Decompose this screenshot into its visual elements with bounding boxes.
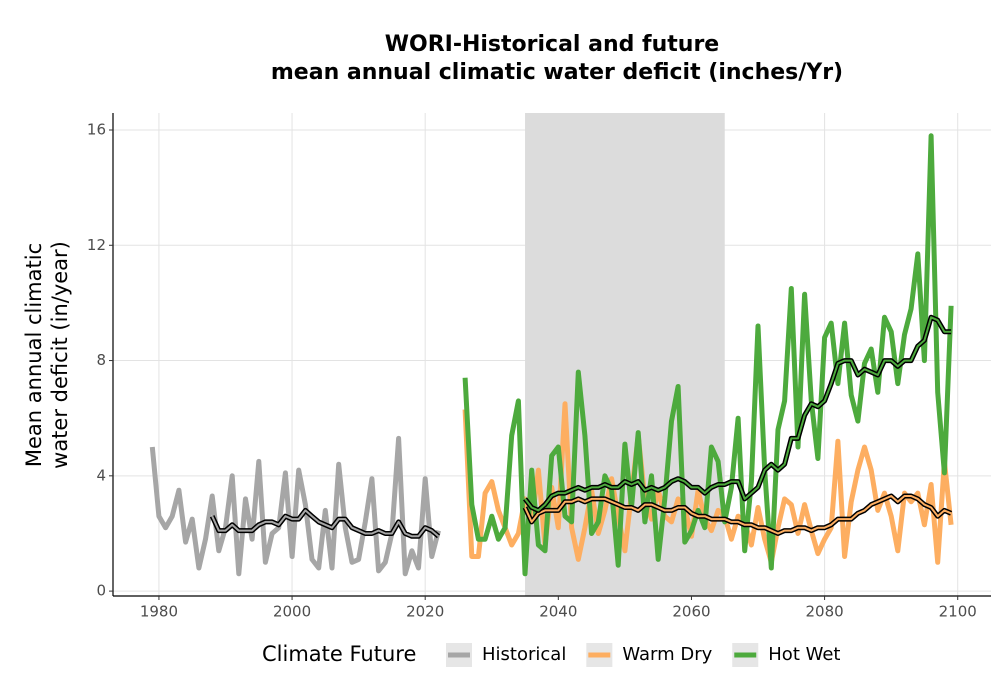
series-line: [149, 435, 441, 577]
y-tick-label: 12: [87, 236, 106, 254]
legend-label: Historical: [482, 644, 566, 665]
x-tick-label: 1980: [140, 603, 178, 621]
y-tick-label: 0: [96, 582, 106, 600]
trend-line: [524, 316, 952, 512]
x-tick-label: 2040: [539, 603, 577, 621]
legend-title: Climate Future: [262, 642, 416, 666]
trend-line: [211, 509, 440, 538]
legend-label: Warm Dry: [622, 644, 712, 665]
x-tick-label: 2100: [939, 603, 977, 621]
x-tick-label: 2080: [805, 603, 843, 621]
x-tick-label: 2060: [672, 603, 710, 621]
y-axis-label: water deficit (in/year): [48, 241, 72, 469]
y-tick-label: 16: [87, 121, 106, 139]
chart-title: mean annual climatic water deficit (inch…: [271, 60, 843, 85]
trend-line: [524, 495, 952, 535]
y-axis-label: Mean annual climatic: [22, 243, 46, 467]
x-tick-label: 2000: [273, 603, 311, 621]
chart-title: WORI-Historical and future: [385, 32, 719, 57]
y-tick-label: 4: [96, 466, 106, 484]
y-tick-label: 8: [96, 351, 106, 369]
legend-label: Hot Wet: [768, 644, 840, 665]
x-tick-label: 2020: [406, 603, 444, 621]
